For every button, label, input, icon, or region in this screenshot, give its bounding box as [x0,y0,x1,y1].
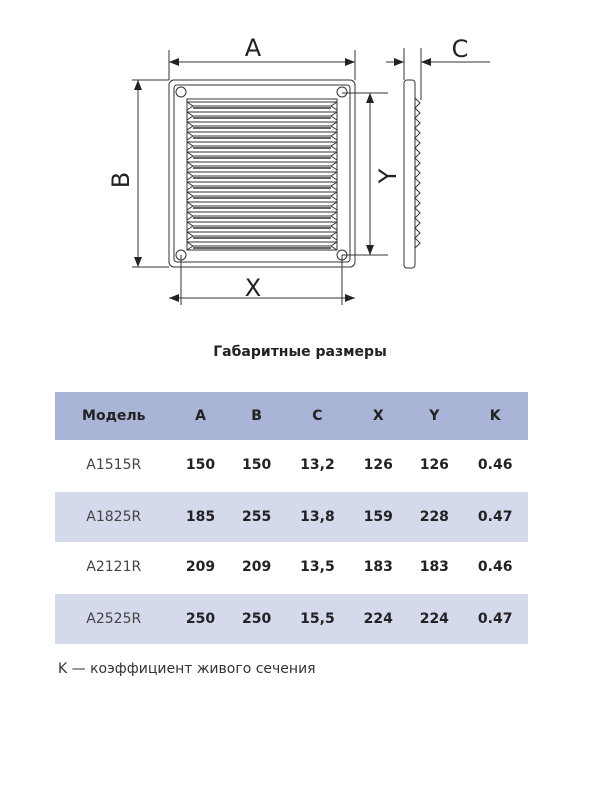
louver-slat [186,201,338,211]
cell-x: 183 [363,559,393,575]
cell-x: 224 [350,592,407,644]
cell-c: 13,2 [300,457,335,473]
cell-model: A2121R [86,559,142,575]
cell-y: 228 [406,490,463,542]
label-c: C [452,35,469,63]
cell-a: 150 [185,457,216,473]
header-x: X [350,392,407,440]
cell-k: 0.47 [462,490,528,542]
label-y: Y [374,168,402,184]
louver-slat [186,141,338,151]
louver-slat [186,231,338,241]
louver-slat [186,101,338,111]
header-k: K [462,392,528,440]
cell-b: 250 [228,592,285,644]
louver-slat [186,111,338,121]
header-y: Y [406,392,463,440]
header-c: C [284,392,351,440]
louver-slat [186,151,338,161]
dimensions-table: Модель A B C X Y K A1515R 150 150 13,2 126 12… [55,392,528,644]
louver-slat [186,121,338,131]
cell-y: 126 [419,457,449,473]
cell-c: 15,5 [284,592,351,644]
cell-model: A2525R [55,592,173,644]
louver-slat [186,181,338,191]
table-row: A2121R 209 209 13,5 183 183 0.46 [55,542,528,593]
table-header-row: Модель A B C X Y K [55,392,528,440]
cell-b: 209 [241,559,272,575]
mount-hole [336,86,348,98]
louver-slat [186,241,338,251]
cell-x: 126 [363,457,393,473]
cell-model: A1515R [86,457,142,473]
cell-a: 209 [185,559,216,575]
footnote: K — коэффициент живого сечения [58,661,316,677]
grille-side-view [403,79,416,269]
grille-louvers [186,101,338,251]
section-title: Габаритные размеры [213,344,387,360]
table-row: A1515R 150 150 13,2 126 126 0.46 [55,440,528,491]
table-row: A2525R 250 250 15,5 224 224 0.47 [55,592,528,644]
cell-c: 13,5 [300,559,335,575]
table-row: A1825R 185 255 13,8 159 228 0.47 [55,490,528,542]
cell-y: 183 [419,559,449,575]
header-b: B [228,392,285,440]
header-model: Модель [55,392,173,440]
label-x: X [245,274,261,302]
cell-k: 0.46 [477,457,513,473]
louver-slat [186,191,338,201]
louver-slat [186,221,338,231]
header-a: A [172,392,229,440]
cell-model: A1825R [55,490,173,542]
louver-slat [186,211,338,221]
cell-x: 159 [350,490,407,542]
grille-dimension-drawing: A C X B Y [107,34,490,305]
louver-slat [186,171,338,181]
label-a: A [245,34,262,62]
cell-k: 0.47 [462,592,528,644]
cell-y: 224 [406,592,463,644]
cell-b: 255 [228,490,285,542]
louver-slat [186,131,338,141]
label-b: B [107,172,135,188]
grille-frame [168,79,356,268]
cell-a: 185 [172,490,229,542]
cell-k: 0.46 [477,559,513,575]
cell-a: 250 [172,592,229,644]
cell-c: 13,8 [284,490,351,542]
cell-b: 150 [241,457,272,473]
mount-hole [175,86,187,98]
louver-slat [186,161,338,171]
